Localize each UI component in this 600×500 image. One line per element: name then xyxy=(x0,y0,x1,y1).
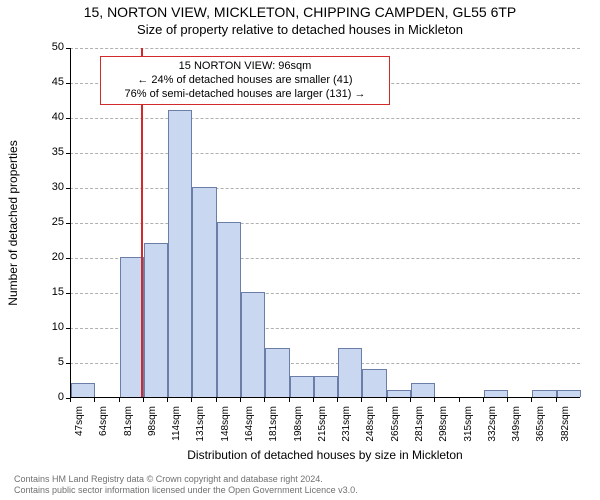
x-tick-label: 64sqm xyxy=(98,406,109,448)
histogram-bar xyxy=(241,292,265,397)
x-tick-label: 349sqm xyxy=(511,406,522,448)
chart-container: { "title_main": "15, NORTON VIEW, MICKLE… xyxy=(0,0,600,500)
y-tick-label: 45 xyxy=(24,76,64,88)
x-tick-label: 164sqm xyxy=(244,406,255,448)
histogram-bar xyxy=(338,348,362,397)
y-tick-label: 0 xyxy=(24,391,64,403)
x-tick-mark xyxy=(264,398,265,402)
x-tick-label: 98sqm xyxy=(147,406,158,448)
footer-attribution: Contains HM Land Registry data © Crown c… xyxy=(14,474,358,496)
histogram-bar xyxy=(217,222,241,397)
x-tick-mark xyxy=(386,398,387,402)
page-title: 15, NORTON VIEW, MICKLETON, CHIPPING CAM… xyxy=(0,4,600,20)
callout-line3: 76% of semi-detached houses are larger (… xyxy=(107,88,383,102)
x-tick-label: 298sqm xyxy=(438,406,449,448)
x-tick-mark xyxy=(94,398,95,402)
histogram-bar xyxy=(290,376,314,397)
x-tick-mark xyxy=(313,398,314,402)
x-tick-mark xyxy=(167,398,168,402)
x-tick-mark xyxy=(410,398,411,402)
histogram-bar xyxy=(71,383,95,397)
x-tick-label: 265sqm xyxy=(390,406,401,448)
callout-line1: 15 NORTON VIEW: 96sqm xyxy=(107,60,383,74)
x-tick-label: 114sqm xyxy=(171,406,182,448)
histogram-bar xyxy=(411,383,435,397)
y-tick-label: 5 xyxy=(24,356,64,368)
footer-line2: Contains public sector information licen… xyxy=(14,485,358,496)
y-tick-label: 25 xyxy=(24,216,64,228)
histogram-bar xyxy=(532,390,556,397)
histogram-bar xyxy=(168,110,192,397)
x-tick-mark xyxy=(337,398,338,402)
page-subtitle: Size of property relative to detached ho… xyxy=(0,22,600,37)
x-tick-mark xyxy=(143,398,144,402)
x-tick-mark xyxy=(70,398,71,402)
y-tick-label: 10 xyxy=(24,321,64,333)
histogram-bar xyxy=(557,390,581,397)
x-tick-mark xyxy=(531,398,532,402)
x-tick-mark xyxy=(556,398,557,402)
callout-line2: ← 24% of detached houses are smaller (41… xyxy=(107,74,383,88)
histogram-bar xyxy=(144,243,168,397)
y-tick-label: 50 xyxy=(24,41,64,53)
x-axis-label: Distribution of detached houses by size … xyxy=(70,448,580,462)
x-tick-mark xyxy=(507,398,508,402)
x-tick-mark xyxy=(361,398,362,402)
x-tick-label: 47sqm xyxy=(74,406,85,448)
x-tick-label: 148sqm xyxy=(220,406,231,448)
x-tick-label: 365sqm xyxy=(535,406,546,448)
histogram-bar xyxy=(314,376,338,397)
histogram-bar xyxy=(362,369,386,397)
x-tick-label: 198sqm xyxy=(293,406,304,448)
histogram-bar xyxy=(484,390,508,397)
footer-line1: Contains HM Land Registry data © Crown c… xyxy=(14,474,358,485)
x-tick-label: 315sqm xyxy=(463,406,474,448)
y-tick-label: 30 xyxy=(24,181,64,193)
x-tick-mark xyxy=(119,398,120,402)
x-tick-label: 382sqm xyxy=(560,406,571,448)
histogram-bar xyxy=(192,187,216,397)
marker-callout: 15 NORTON VIEW: 96sqm ← 24% of detached … xyxy=(100,56,390,105)
histogram-bar xyxy=(387,390,411,397)
x-tick-mark xyxy=(483,398,484,402)
histogram-bar xyxy=(265,348,289,397)
x-tick-mark xyxy=(240,398,241,402)
y-tick-label: 20 xyxy=(24,251,64,263)
x-tick-label: 281sqm xyxy=(414,406,425,448)
y-axis-label: Number of detached properties xyxy=(6,48,26,398)
x-tick-label: 81sqm xyxy=(123,406,134,448)
y-tick-label: 40 xyxy=(24,111,64,123)
x-tick-label: 248sqm xyxy=(365,406,376,448)
x-tick-mark xyxy=(459,398,460,402)
y-tick-label: 35 xyxy=(24,146,64,158)
x-tick-label: 131sqm xyxy=(195,406,206,448)
y-tick-label: 15 xyxy=(24,286,64,298)
x-tick-mark xyxy=(216,398,217,402)
x-tick-mark xyxy=(434,398,435,402)
x-tick-label: 215sqm xyxy=(317,406,328,448)
x-tick-mark xyxy=(289,398,290,402)
x-tick-label: 181sqm xyxy=(268,406,279,448)
x-tick-label: 332sqm xyxy=(487,406,498,448)
x-tick-label: 231sqm xyxy=(341,406,352,448)
x-tick-mark xyxy=(191,398,192,402)
